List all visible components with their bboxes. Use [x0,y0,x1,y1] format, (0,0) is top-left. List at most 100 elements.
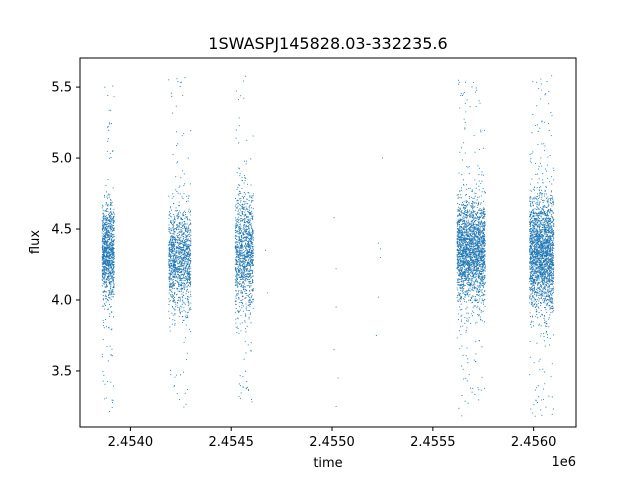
data-point [237,254,239,256]
data-point [174,217,176,219]
data-point [174,324,176,326]
data-point [170,256,172,258]
data-point [173,293,176,295]
data-point [239,276,241,278]
data-point [189,255,191,257]
data-point [178,398,181,401]
data-point [251,269,253,271]
data-point [468,279,470,281]
data-point [103,196,106,198]
data-point [251,275,253,277]
data-point [111,259,113,261]
data-point [187,276,189,278]
data-point [111,253,113,255]
data-point [246,139,248,141]
data-point [471,302,473,304]
data-point [105,281,107,283]
data-point [246,221,248,223]
data-point [249,268,251,270]
data-point [177,215,179,217]
data-point [480,129,482,131]
data-point [474,322,476,324]
data-point [188,260,191,262]
data-point [107,260,109,262]
data-point [458,299,460,301]
data-point [182,316,184,318]
data-point [475,264,477,266]
data-point [245,229,247,231]
data-point [170,250,172,252]
data-point [104,232,106,234]
data-point [238,184,240,186]
data-point [112,241,115,243]
data-point [182,296,184,298]
data-point [172,256,175,258]
data-point [236,199,238,201]
data-point [244,193,246,195]
data-point [187,200,189,202]
data-point [180,272,182,274]
data-point [176,214,179,216]
data-point [182,224,185,226]
data-point [106,197,109,199]
data-point [184,211,187,213]
data-point [243,268,245,270]
data-point [238,282,240,284]
data-point [186,280,188,282]
data-point [103,251,105,253]
data-point [241,254,243,256]
data-point [105,252,108,254]
data-point [481,180,483,182]
data-point [182,211,185,214]
data-point [112,259,114,261]
data-point [189,237,192,239]
data-point [252,215,254,217]
data-point [104,226,106,229]
data-point [101,285,103,287]
data-point [111,262,113,264]
data-point [106,229,108,231]
data-point [110,278,112,280]
data-point [104,228,106,230]
data-point [243,214,245,216]
data-point [108,283,111,285]
data-point [468,278,470,280]
data-point [190,267,192,269]
data-point [168,303,170,306]
data-point [460,194,462,196]
data-point [250,201,253,203]
data-point [183,310,185,312]
data-point [459,229,461,232]
data-point [237,224,239,226]
data-point [102,282,104,284]
data-point [188,227,190,229]
data-point [468,214,470,216]
data-point [107,233,109,235]
data-point [105,268,107,270]
data-point [172,306,174,308]
data-point [176,269,178,271]
data-point [474,179,476,181]
data-point [175,105,177,107]
data-point [249,196,251,198]
data-point [244,313,247,315]
data-point [106,295,108,298]
data-point [186,274,188,276]
data-point [467,222,469,224]
data-point [103,219,105,221]
data-point [237,270,240,272]
data-point [237,99,240,101]
data-point [186,298,188,300]
data-point [113,261,115,263]
data-point [236,332,238,334]
data-point [251,216,253,218]
data-point [243,231,245,233]
data-point [244,291,246,293]
data-point [177,277,179,279]
data-point [101,207,103,209]
data-point [180,229,182,231]
data-point [238,231,240,233]
data-point [108,274,110,276]
data-point [250,213,252,215]
data-point [252,246,254,248]
